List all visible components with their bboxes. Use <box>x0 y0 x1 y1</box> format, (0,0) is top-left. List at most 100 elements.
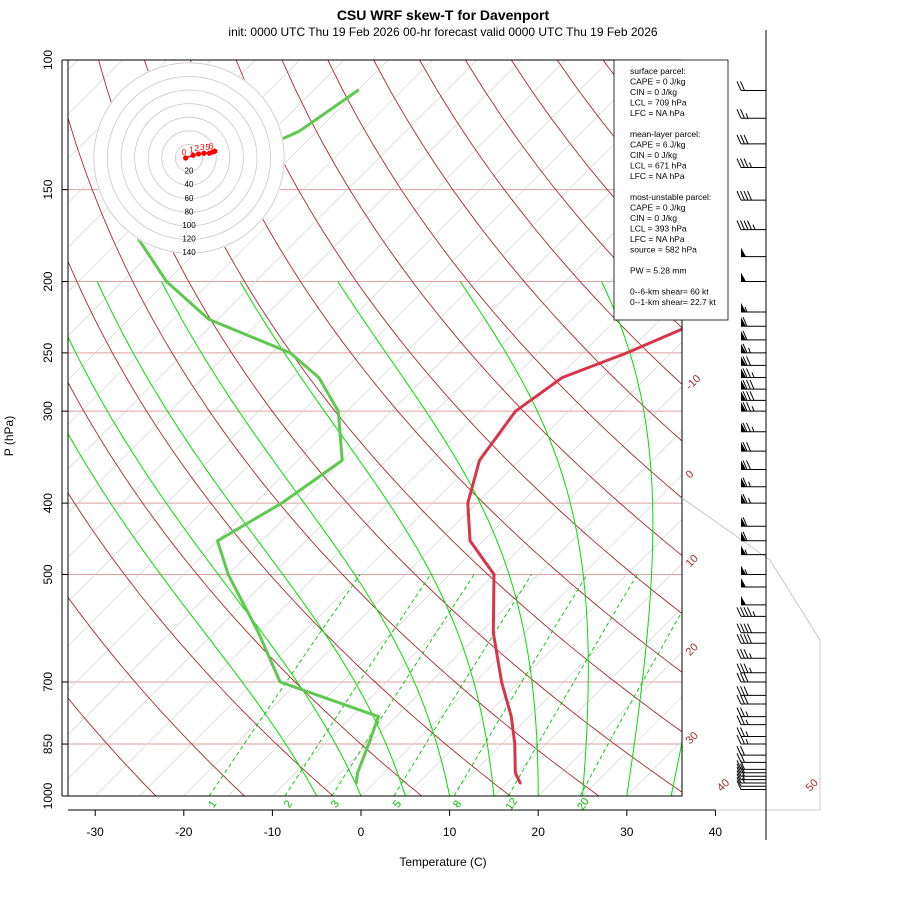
isotherm-line <box>68 60 566 558</box>
barb-full <box>740 715 745 725</box>
y-tick-label: 850 <box>41 734 55 754</box>
y-tick-label: 1000 <box>41 782 55 809</box>
barb-pennant <box>741 460 746 470</box>
moist-adiabat <box>670 740 682 796</box>
barb-full <box>742 391 748 401</box>
moist-adiabat <box>239 281 495 796</box>
hodograph-ring <box>93 62 285 254</box>
barb-full <box>736 694 742 705</box>
wind-barb <box>736 623 766 634</box>
hodograph-ring-label: 140 <box>182 248 196 257</box>
wind-barb <box>741 330 766 341</box>
wind-barb <box>741 545 766 556</box>
barb-half <box>744 549 748 555</box>
axis-ticks: -30 -20 -10 0 10 20 30 401001502002503004005007… <box>41 50 722 839</box>
isotherm-label: 50 <box>804 777 821 794</box>
isotherm-line <box>227 341 682 796</box>
dry-adiabat <box>98 60 682 793</box>
dry-adiabat <box>189 60 682 673</box>
barb-pennant <box>741 330 746 340</box>
barb-full <box>736 777 742 787</box>
barb-full <box>736 81 742 91</box>
wind-barb <box>736 773 766 784</box>
wind-barb <box>736 770 766 781</box>
dry-adiabat <box>327 60 682 499</box>
barb-half <box>749 667 752 673</box>
hodograph-ring <box>174 143 203 172</box>
x-tick-label: -10 <box>264 825 282 839</box>
barb-full <box>736 220 742 230</box>
temperature-line <box>466 327 682 785</box>
isotherm-line <box>68 60 610 603</box>
moist-adiabat <box>459 281 589 796</box>
mixing-ratio-line <box>508 574 638 796</box>
skewt-grid: 1 2 3 5 8 12 20 <box>68 60 900 813</box>
wind-barb <box>741 477 766 488</box>
wind-barb <box>736 672 766 683</box>
hodograph-point-label: 1 <box>189 145 194 154</box>
barb-full <box>740 649 745 659</box>
barb-full <box>742 517 748 527</box>
barb-full <box>746 401 751 412</box>
stats-line: mean-layer parcel: <box>630 129 700 139</box>
barb-full <box>743 190 749 201</box>
wind-barb <box>741 422 766 433</box>
dry-adiabat <box>235 60 682 615</box>
barb-full <box>740 663 745 673</box>
barb-full <box>736 780 742 790</box>
wind-barb <box>736 190 766 201</box>
barb-half <box>749 162 752 168</box>
wind-barb <box>736 777 766 787</box>
wind-barb <box>741 343 766 354</box>
barb-full <box>736 727 742 737</box>
y-axis-label: P (hPa) <box>2 416 16 456</box>
stats-line: CIN = 0 J/kg <box>630 150 677 160</box>
barb-half <box>745 113 749 119</box>
wind-barb <box>741 303 766 313</box>
dry-adiabat <box>68 492 334 796</box>
mixing-ratio-label: 3 <box>329 798 342 810</box>
mixing-ratio-line <box>579 610 682 796</box>
x-tick-label: 30 <box>620 825 634 839</box>
moist-adiabat <box>68 432 318 796</box>
wind-barb <box>736 633 766 644</box>
wind-barb-column <box>736 30 767 840</box>
barb-full <box>736 770 742 780</box>
stats-line: CIN = 0 J/kg <box>630 87 677 97</box>
barb-full <box>746 391 751 401</box>
hodograph-point-label: 2 <box>195 144 200 153</box>
chart-subtitle: init: 0000 UTC Thu 19 Feb 2026 00-hr for… <box>228 25 657 39</box>
y-tick-label: 400 <box>41 493 55 513</box>
barb-full <box>742 477 748 487</box>
barb-pennant <box>741 545 746 555</box>
barb-full <box>743 220 749 230</box>
mixing-ratio-label: 12 <box>504 796 521 813</box>
wind-barb <box>736 745 766 756</box>
y-tick-label: 250 <box>41 343 55 363</box>
stats-line: source = 582 hPa <box>630 245 697 255</box>
wind-barb <box>741 356 766 366</box>
barb-full <box>736 745 742 756</box>
barb-full <box>736 633 742 644</box>
stats-line: LFC = NA hPa <box>630 171 685 181</box>
barb-half <box>745 738 749 745</box>
wind-barb <box>736 663 766 674</box>
stats-line: CAPE = 6 J/kg <box>630 140 686 150</box>
hodograph-ring-label: 80 <box>185 207 194 216</box>
hodograph-ring-label: 100 <box>182 221 196 230</box>
wind-barb <box>736 763 766 774</box>
barb-full <box>743 694 749 705</box>
wind-barb <box>741 517 766 527</box>
barb-pennant <box>741 317 746 327</box>
barb-half <box>745 711 749 717</box>
barb-half <box>745 719 749 725</box>
hodograph-point <box>201 150 207 156</box>
isotherm-line <box>537 651 682 796</box>
barb-full <box>736 158 742 168</box>
isotherm-line <box>788 60 900 812</box>
stats-line: CAPE = 0 J/kg <box>630 203 686 213</box>
wind-barb <box>736 780 766 791</box>
barb-full <box>742 401 748 412</box>
stats-line: 0--1-km shear= 22.7 kt <box>630 297 716 307</box>
